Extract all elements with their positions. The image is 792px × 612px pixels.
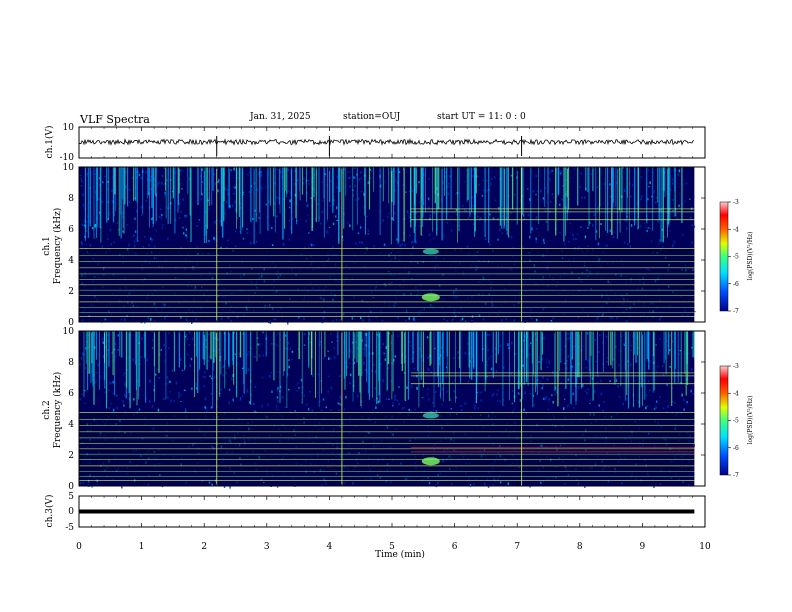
y-tick-label: 8	[68, 194, 74, 204]
x-tick-label: 5	[389, 542, 395, 552]
ch1-spectrogram-panel	[78, 166, 706, 325]
ch1-waveform-ylabel: ch.1(V)	[44, 126, 55, 159]
colorbar-tick-label: -6	[733, 281, 739, 288]
colorbar-tick-label: -7	[733, 308, 739, 315]
y-tick-label: -5	[65, 523, 74, 533]
colorbar-tick-label: -3	[733, 363, 739, 370]
y-tick-label: 4	[68, 420, 74, 430]
y-tick-label: 10	[63, 327, 75, 337]
ch1-spec-ylabel-freq: Frequency (kHz)	[52, 208, 63, 285]
colorbar-tick-label: -6	[733, 445, 739, 452]
y-tick-label: 2	[68, 287, 74, 297]
colorbar-tick-label: -5	[733, 254, 739, 261]
y-tick-label: 5	[68, 492, 74, 502]
x-tick-label: 6	[452, 542, 458, 552]
x-tick-label: 2	[201, 542, 207, 552]
x-tick-label: 9	[640, 542, 646, 552]
x-tick-label: 8	[577, 542, 583, 552]
y-tick-label: -10	[60, 153, 75, 163]
ch2-colorbar-label: log(PSD)(V²/Hz)	[747, 396, 754, 445]
ch2-spectrogram-panel	[78, 330, 706, 489]
x-tick-label: 4	[327, 542, 333, 552]
y-tick-label: 0	[68, 482, 74, 492]
y-tick-label: 4	[68, 256, 74, 266]
ch2-spec-ylabel-ch: ch.2	[42, 400, 52, 419]
y-tick-label: 10	[63, 163, 75, 173]
y-tick-label: 0	[68, 318, 74, 328]
date-label: Jan. 31, 2025	[250, 112, 311, 122]
station-label: station=OUJ	[343, 112, 401, 122]
x-axis-label: Time (min)	[375, 549, 425, 560]
y-tick-label: 0	[68, 507, 74, 517]
y-tick-label: 6	[68, 389, 74, 399]
chart-title: VLF Spectra	[80, 113, 150, 126]
start-time-label: start UT = 11: 0 : 0	[437, 112, 526, 122]
colorbar-tick-label: -5	[733, 418, 739, 425]
colorbar-tick-label: -3	[733, 199, 739, 206]
ch1-waveform-trace	[78, 136, 695, 156]
ch1-spec-ylabel-ch: ch.1	[42, 236, 52, 255]
ch3-waveform-trace	[79, 509, 695, 514]
ch1-colorbar: log(PSD)(V²/Hz) -3 -4 -5 -6 -7	[719, 199, 754, 315]
colorbar-tick-label: -4	[733, 390, 739, 397]
colorbar-tick-label: -4	[733, 226, 739, 233]
y-tick-label: 10	[63, 123, 75, 133]
ch2-colorbar: log(PSD)(V²/Hz) -3 -4 -5 -6 -7	[719, 363, 754, 479]
x-tick-label: 7	[514, 542, 520, 552]
x-tick-label: 10	[699, 542, 711, 552]
x-tick-label: 1	[139, 542, 145, 552]
ch2-spec-ylabel-freq: Frequency (kHz)	[52, 372, 63, 449]
x-tick-label: 0	[76, 542, 82, 552]
ch1-colorbar-label: log(PSD)(V²/Hz)	[747, 232, 754, 281]
x-tick-label: 3	[264, 542, 270, 552]
y-tick-label: 8	[68, 358, 74, 368]
y-tick-label: 6	[68, 225, 74, 235]
ch3-waveform-ylabel: ch.3(V)	[44, 495, 55, 528]
colorbar-tick-label: -7	[733, 472, 739, 479]
y-tick-label: 2	[68, 451, 74, 461]
